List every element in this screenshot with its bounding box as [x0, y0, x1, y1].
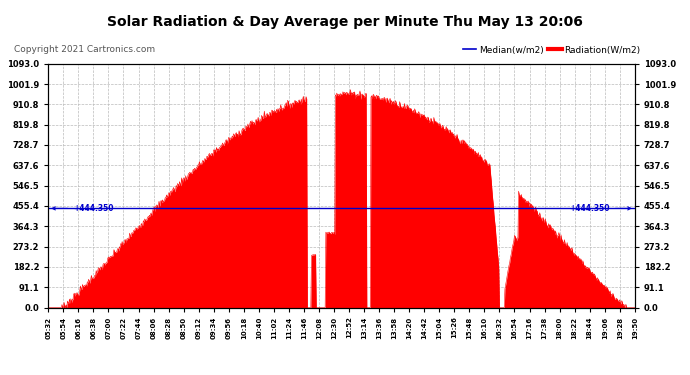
Text: +444.350: +444.350 [569, 204, 631, 213]
Legend: Median(w/m2), Radiation(W/m2): Median(w/m2), Radiation(W/m2) [459, 42, 644, 58]
Text: Copyright 2021 Cartronics.com: Copyright 2021 Cartronics.com [14, 45, 155, 54]
Text: +444.350: +444.350 [52, 204, 114, 213]
Text: Solar Radiation & Day Average per Minute Thu May 13 20:06: Solar Radiation & Day Average per Minute… [107, 15, 583, 29]
